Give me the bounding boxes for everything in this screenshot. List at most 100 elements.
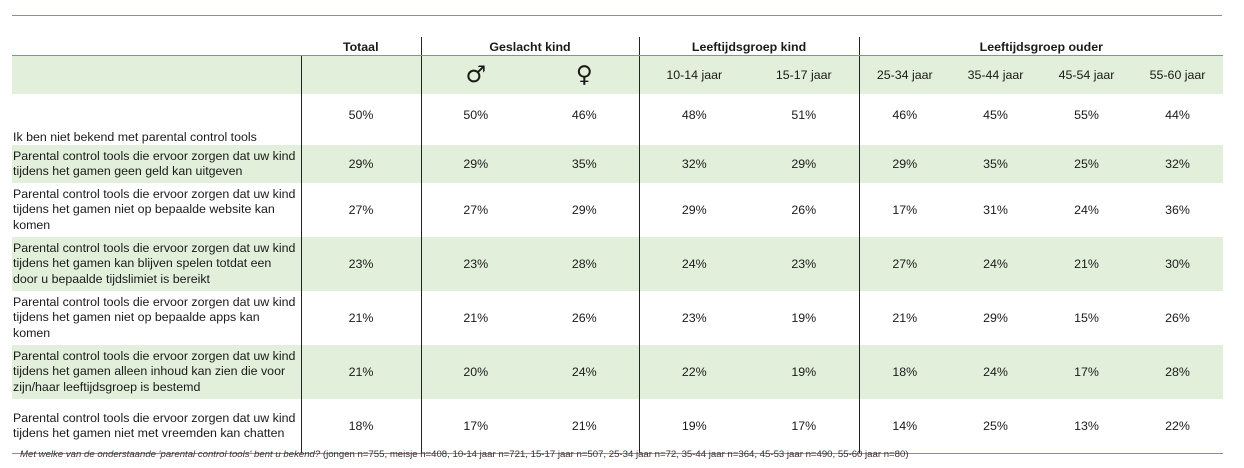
cell-age-35-44: 45% (950, 94, 1042, 145)
cell-age-35-44: 35% (950, 145, 1042, 183)
cell-male: 29% (420, 145, 530, 183)
cell-age-15-17: 19% (749, 345, 860, 399)
row-label: Parental control tools die ervoor zorgen… (12, 291, 302, 345)
cell-female: 26% (530, 291, 640, 345)
footnote-sample-sizes: (jongen n=755, meisje n=408, 10-14 jaar … (320, 449, 909, 460)
cell-age-45-54: 17% (1041, 345, 1133, 399)
footnote-question: Met welke van de onderstaande 'parental … (20, 449, 321, 460)
header-sex: Geslacht kind (420, 37, 640, 56)
cell-age-15-17: 51% (749, 94, 860, 145)
cell-age-15-17: 26% (749, 183, 860, 237)
table-row: Parental control tools die ervoor zorgen… (12, 237, 1224, 291)
cell-total: 23% (301, 237, 421, 291)
table-row: Ik ben niet bekend met parental control … (12, 94, 1224, 145)
cell-age-55-60: 28% (1132, 345, 1224, 399)
header-total: Totaal (301, 37, 421, 56)
cell-age-45-54: 15% (1041, 291, 1133, 345)
cell-female: 21% (530, 399, 640, 454)
cell-age-10-14: 23% (638, 291, 750, 345)
sub-header-age-parent-3: 45-54 jaar (1041, 55, 1133, 94)
cell-age-15-17: 29% (749, 145, 860, 183)
cell-age-25-34: 27% (858, 237, 951, 291)
cell-male: 17% (420, 399, 530, 454)
label-header-empty (12, 37, 301, 56)
row-label: Parental control tools die ervoor zorgen… (12, 237, 302, 291)
sub-header-age-child-2: 15-17 jaar (749, 55, 860, 94)
row-label: Parental control tools die ervoor zorgen… (12, 399, 302, 454)
cell-age-25-34: 29% (858, 145, 951, 183)
results-table: Totaal Geslacht kind Leeftijdsgroep kind… (12, 37, 1224, 454)
cell-age-25-34: 46% (858, 94, 951, 145)
cell-age-25-34: 14% (858, 399, 951, 454)
cell-age-10-14: 32% (638, 145, 750, 183)
sub-header-total-empty (301, 55, 421, 94)
header-age-parent: Leeftijdsgroep ouder (858, 37, 1224, 56)
cell-age-55-60: 44% (1132, 94, 1224, 145)
cell-total: 29% (301, 145, 421, 183)
cell-female: 24% (530, 345, 640, 399)
cell-age-10-14: 22% (638, 345, 750, 399)
footnote: Met welke van de onderstaande 'parental … (20, 449, 909, 460)
cell-age-10-14: 24% (638, 237, 750, 291)
sub-header-age-child-1: 10-14 jaar (638, 55, 750, 94)
sub-header-age-parent-4: 55-60 jaar (1132, 55, 1224, 94)
cell-total: 18% (301, 399, 421, 454)
cell-age-45-54: 13% (1041, 399, 1133, 454)
cell-age-45-54: 55% (1041, 94, 1133, 145)
table-row: Parental control tools die ervoor zorgen… (12, 399, 1224, 454)
cell-age-55-60: 22% (1132, 399, 1224, 454)
cell-age-25-34: 17% (858, 183, 951, 237)
row-label: Parental control tools die ervoor zorgen… (12, 145, 302, 183)
cell-total: 27% (301, 183, 421, 237)
row-label: Parental control tools die ervoor zorgen… (12, 183, 302, 237)
cell-age-25-34: 21% (858, 291, 951, 345)
female-icon: ♀ (530, 55, 640, 94)
cell-female: 46% (530, 94, 640, 145)
cell-total: 21% (301, 345, 421, 399)
row-label: Parental control tools die ervoor zorgen… (12, 345, 302, 399)
cell-age-45-54: 21% (1041, 237, 1133, 291)
cell-age-10-14: 48% (638, 94, 750, 145)
results-table-wrapper: Totaal Geslacht kind Leeftijdsgroep kind… (12, 37, 1224, 454)
header-age-child: Leeftijdsgroep kind (638, 37, 860, 56)
row-label: Ik ben niet bekend met parental control … (12, 94, 302, 145)
cell-age-55-60: 30% (1132, 237, 1224, 291)
cell-female: 28% (530, 237, 640, 291)
cell-female: 35% (530, 145, 640, 183)
cell-total: 50% (301, 94, 421, 145)
cell-age-45-54: 24% (1041, 183, 1133, 237)
cell-male: 20% (420, 345, 530, 399)
cell-female: 29% (530, 183, 640, 237)
table-row: Parental control tools die ervoor zorgen… (12, 145, 1224, 183)
cell-total: 21% (301, 291, 421, 345)
cell-male: 50% (420, 94, 530, 145)
cell-age-15-17: 19% (749, 291, 860, 345)
top-rule (12, 15, 1222, 16)
cell-age-55-60: 32% (1132, 145, 1224, 183)
cell-age-10-14: 19% (638, 399, 750, 454)
male-icon: ♂ (420, 55, 530, 94)
cell-age-35-44: 24% (950, 345, 1042, 399)
table-row: Parental control tools die ervoor zorgen… (12, 291, 1224, 345)
cell-age-35-44: 25% (950, 399, 1042, 454)
cell-age-45-54: 25% (1041, 145, 1133, 183)
cell-male: 21% (420, 291, 530, 345)
table-row: Parental control tools die ervoor zorgen… (12, 183, 1224, 237)
cell-age-10-14: 29% (638, 183, 750, 237)
sub-header-row: ♂ ♀ 10-14 jaar 15-17 jaar 25-34 jaar 35-… (12, 55, 1224, 94)
cell-male: 27% (420, 183, 530, 237)
table-row: Parental control tools die ervoor zorgen… (12, 345, 1224, 399)
cell-age-25-34: 18% (858, 345, 951, 399)
cell-male: 23% (420, 237, 530, 291)
cell-age-15-17: 17% (749, 399, 860, 454)
sub-header-age-parent-1: 25-34 jaar (858, 55, 951, 94)
cell-age-55-60: 26% (1132, 291, 1224, 345)
cell-age-35-44: 29% (950, 291, 1042, 345)
group-header-row: Totaal Geslacht kind Leeftijdsgroep kind… (12, 37, 1224, 56)
cell-age-15-17: 23% (749, 237, 860, 291)
cell-age-55-60: 36% (1132, 183, 1224, 237)
cell-age-35-44: 24% (950, 237, 1042, 291)
sub-header-age-parent-2: 35-44 jaar (950, 55, 1042, 94)
sub-header-label-empty (12, 55, 302, 94)
cell-age-35-44: 31% (950, 183, 1042, 237)
